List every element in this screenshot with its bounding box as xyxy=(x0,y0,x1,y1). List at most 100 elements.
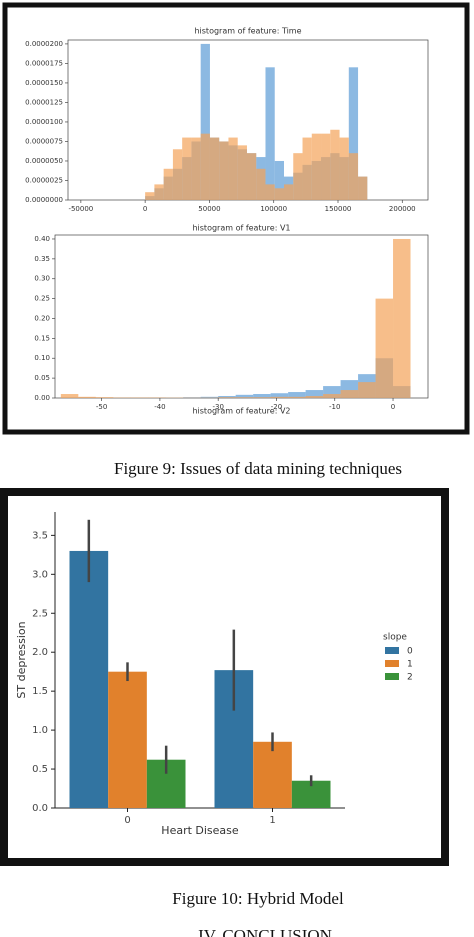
histogram-bar xyxy=(209,137,220,200)
histogram-bar xyxy=(200,43,210,201)
x-tick-label: -40 xyxy=(154,403,165,411)
histogram-bar xyxy=(246,153,257,200)
histogram-bar xyxy=(253,397,271,398)
histogram-bar xyxy=(375,298,394,398)
histogram-bar xyxy=(163,168,173,200)
figure-frame xyxy=(2,2,470,435)
y-tick-label: 0.15 xyxy=(34,334,50,342)
x-tick-label: 150000 xyxy=(325,205,352,213)
histogram-bar xyxy=(284,184,294,200)
histogram-bar xyxy=(95,397,114,398)
y-tick-label: 0.0000075 xyxy=(25,137,63,145)
histogram-bar xyxy=(305,396,324,398)
y-tick-label: 0.10 xyxy=(34,354,50,362)
y-tick-label: 0.0000200 xyxy=(25,40,63,48)
legend-label: 0 xyxy=(407,647,413,657)
y-tick-label: 0.0000125 xyxy=(25,98,63,106)
histogram-bar xyxy=(358,176,368,200)
x-tick-label: 50000 xyxy=(198,205,220,213)
y-tick-label: 1.5 xyxy=(32,686,48,697)
y-tick-label: 0.20 xyxy=(34,314,50,322)
chart-title: histogram of feature: Time xyxy=(194,27,301,36)
x-tick-label: 0 xyxy=(391,403,395,411)
x-tick-label: -10 xyxy=(329,403,340,411)
y-tick-label: 0.0000100 xyxy=(25,118,63,126)
histogram-bar xyxy=(182,137,192,200)
histogram-bar xyxy=(323,394,341,398)
histogram-bar xyxy=(172,149,183,200)
histogram-bar xyxy=(311,133,322,200)
histogram-bar xyxy=(348,153,359,200)
histogram-bar xyxy=(348,67,359,200)
x-tick-label: -50000 xyxy=(68,205,93,213)
y-tick-label: 0.30 xyxy=(34,275,50,283)
histogram-bar xyxy=(330,129,340,200)
histogram-bar xyxy=(235,397,254,398)
x-tick-label: 1 xyxy=(269,815,275,826)
histogram-bar xyxy=(358,382,376,398)
caption: Figure 9: Issues of data mining techniqu… xyxy=(114,459,402,478)
x-tick-label: 100000 xyxy=(260,205,287,213)
figure-frame xyxy=(0,488,449,866)
legend-swatch xyxy=(385,660,399,667)
histogram-bar xyxy=(274,160,284,200)
histogram-bar xyxy=(145,192,155,200)
section-heading: IV. CONCLUSION xyxy=(198,926,332,937)
x-tick-label: -20 xyxy=(271,403,282,411)
x-tick-label: 0 xyxy=(143,205,147,213)
histogram-bar xyxy=(393,238,411,398)
y-tick-label: 0.0000150 xyxy=(25,79,63,87)
legend-label: 2 xyxy=(407,673,413,683)
histogram-bar xyxy=(265,67,275,200)
histogram-bar xyxy=(154,184,164,200)
y-tick-label: 0.0000000 xyxy=(25,196,63,204)
plot-area xyxy=(54,234,429,399)
histogram-bar xyxy=(293,153,303,200)
histogram-bar xyxy=(256,168,266,200)
histogram-bar xyxy=(270,396,289,398)
histogram-bar xyxy=(253,394,271,398)
histogram-bar xyxy=(78,396,96,398)
y-axis-label: ST depression xyxy=(15,621,28,698)
y-tick-label: 3.5 xyxy=(32,530,48,541)
y-tick-label: 0.05 xyxy=(34,374,50,382)
y-tick-label: 2.5 xyxy=(32,608,48,619)
y-tick-label: 0.0000050 xyxy=(25,157,63,165)
bar xyxy=(108,671,147,808)
legend-swatch xyxy=(385,647,399,654)
x-tick-label: 0 xyxy=(124,815,130,826)
x-tick-label: -50 xyxy=(96,403,107,411)
y-tick-label: 3.0 xyxy=(32,569,48,580)
histogram-bar xyxy=(265,184,275,200)
bar xyxy=(253,741,292,808)
histogram-bar xyxy=(323,386,341,398)
histogram-bar xyxy=(302,137,312,200)
histogram-bar xyxy=(200,396,219,398)
x-axis-label: Heart Disease xyxy=(161,824,239,837)
legend-title: slope xyxy=(383,633,407,643)
y-tick-label: 0.25 xyxy=(34,295,50,303)
next-title: histogram of feature: V2 xyxy=(192,407,290,416)
histogram-bar xyxy=(219,141,229,200)
y-tick-label: 0.0 xyxy=(32,803,48,814)
histogram-bar xyxy=(218,397,236,398)
y-tick-label: 0.00 xyxy=(34,394,50,402)
legend-label: 1 xyxy=(407,660,413,670)
y-tick-label: 2.0 xyxy=(32,647,48,658)
x-tick-label: -30 xyxy=(212,403,223,411)
histogram-bar xyxy=(288,392,306,398)
histogram-bar xyxy=(218,396,236,398)
caption: Figure 10: Hybrid Model xyxy=(172,889,344,908)
histogram-bar xyxy=(228,137,238,200)
x-tick-label: 200000 xyxy=(389,205,416,213)
y-tick-label: 0.0000025 xyxy=(25,176,63,184)
y-tick-label: 0.40 xyxy=(34,235,50,243)
histogram-bar xyxy=(340,390,359,398)
y-tick-label: 0.35 xyxy=(34,255,50,263)
histogram-bar xyxy=(191,137,201,200)
histogram-bar xyxy=(237,145,247,200)
histogram-bar xyxy=(339,137,349,200)
bar xyxy=(69,550,109,808)
